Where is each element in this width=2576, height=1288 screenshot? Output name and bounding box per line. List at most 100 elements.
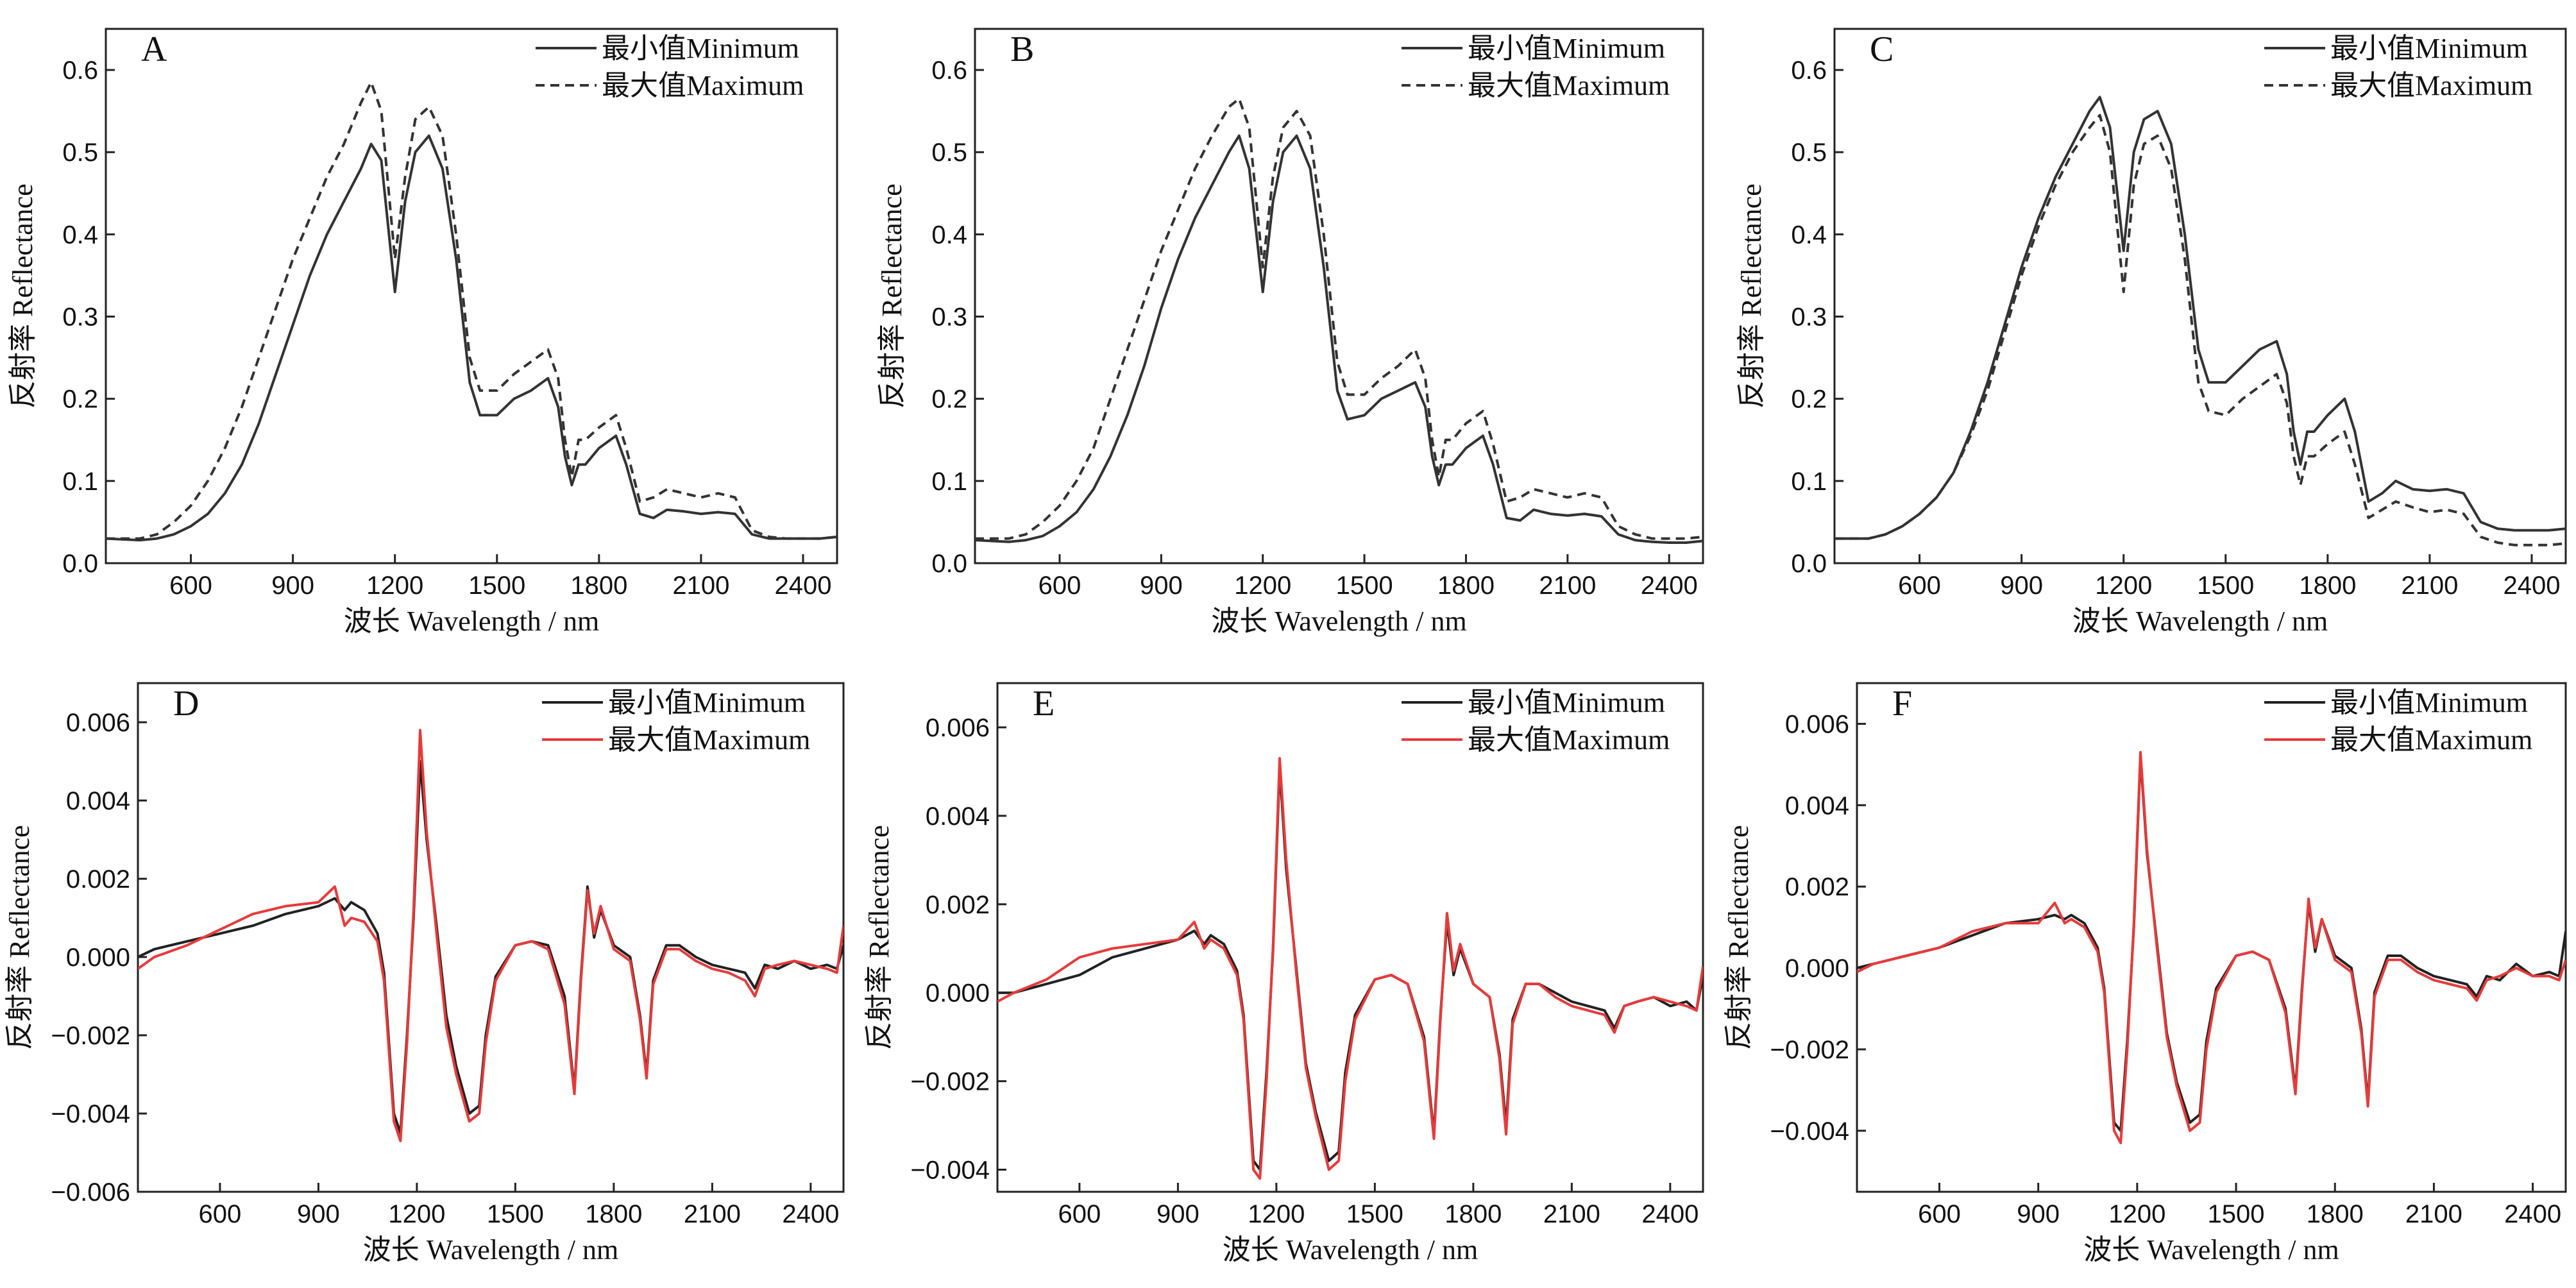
y-tick-label: −0.004: [911, 1157, 990, 1185]
x-tick-label: 2100: [2401, 572, 2458, 600]
plot-frame: [137, 682, 845, 1193]
x-tick-label: 1500: [468, 572, 525, 600]
panel-letter: D: [173, 684, 199, 724]
legend-label: 最小值Minimum: [608, 687, 806, 718]
y-tick-label: 0.2: [931, 386, 967, 414]
x-tick-label: 2100: [684, 1200, 741, 1228]
series-line: [1835, 114, 2566, 547]
x-tick-label: 1200: [1248, 1200, 1305, 1228]
series-line: [106, 81, 837, 540]
x-tick-label: 600: [1918, 1200, 1961, 1228]
y-tick-label: −0.004: [1770, 1117, 1849, 1146]
chart-panel: 600 900 1200 1500 1800 2100 2400 0.0 0.1 0.2 0.3 0.…: [7, 28, 838, 637]
series-line: [997, 766, 1703, 1171]
x-tick-label: 2400: [782, 1200, 839, 1228]
y-tick-label: 0.2: [1791, 386, 1827, 414]
series-line: [975, 97, 1703, 540]
x-tick-label: 1800: [2307, 1200, 2364, 1228]
x-tick-label: 1200: [1234, 572, 1291, 600]
x-axis-title: 波长 Wavelength / nm: [2072, 606, 2328, 637]
x-tick-label: 900: [2000, 572, 2043, 600]
chart-panel: 600 900 1200 1500 1800 2100 2400 −0.004 −0.002 0.…: [863, 682, 1704, 1266]
x-tick-label: 900: [297, 1200, 340, 1228]
y-tick-label: 0.2: [62, 386, 98, 414]
y-tick-label: 0.000: [1785, 954, 1849, 983]
chart-panel: 600 900 1200 1500 1800 2100 2400 0.0 0.1 0.2 0.3 0.…: [876, 28, 1704, 637]
series-line: [138, 729, 843, 1142]
series-line: [138, 760, 843, 1135]
x-tick-label: 600: [1898, 572, 1941, 600]
panel-letter: A: [141, 30, 167, 69]
legend-label: 最小值Minimum: [2330, 687, 2528, 718]
y-tick-label: 0.1: [62, 468, 98, 496]
legend-label: 最大值Maximum: [2330, 724, 2532, 756]
legend-label: 最大值Maximum: [1468, 724, 1670, 756]
series-line: [1857, 750, 2566, 1144]
series-line: [1835, 96, 2566, 540]
x-tick-label: 900: [1140, 572, 1183, 600]
legend-label: 最大值Maximum: [1468, 70, 1670, 101]
x-tick-label: 1500: [487, 1200, 544, 1228]
x-tick-label: 1500: [1346, 1200, 1403, 1228]
panel-letter: B: [1010, 30, 1034, 69]
y-tick-label: 0.006: [926, 714, 990, 742]
x-tick-label: 1800: [2299, 572, 2356, 600]
x-tick-label: 600: [1058, 1200, 1101, 1228]
x-tick-label: 1500: [2197, 572, 2254, 600]
y-tick-label: 0.1: [931, 468, 967, 496]
x-tick-label: 2100: [672, 572, 729, 600]
y-axis-title: 反射率 Reflectance: [1736, 183, 1767, 409]
y-tick-label: 0.5: [931, 139, 967, 167]
panel-letter: E: [1033, 684, 1055, 724]
y-tick-label: 0.6: [1791, 56, 1827, 85]
x-tick-label: 1200: [2095, 572, 2152, 600]
plot-frame: [1833, 28, 2567, 564]
x-tick-label: 1800: [1437, 572, 1495, 600]
x-tick-label: 2100: [2405, 1200, 2462, 1228]
y-axis-title: 反射率 Reflectance: [7, 183, 38, 409]
y-axis-title: 反射率 Reflectance: [4, 825, 35, 1050]
y-tick-label: −0.002: [911, 1068, 990, 1096]
plot-frame: [996, 682, 1704, 1193]
y-tick-label: 0.3: [1791, 303, 1827, 332]
panel-letter: C: [1870, 30, 1894, 69]
series-line: [106, 134, 837, 542]
x-axis-title: 波长 Wavelength / nm: [1223, 1234, 1479, 1266]
legend-label: 最小值Minimum: [2330, 33, 2528, 64]
y-tick-label: 0.0: [62, 550, 98, 578]
plot-frame: [105, 28, 838, 564]
panel-letter: F: [1892, 684, 1912, 724]
y-tick-label: 0.002: [66, 865, 130, 894]
series-line: [997, 757, 1703, 1180]
y-tick-label: 0.006: [66, 709, 130, 737]
y-tick-label: 0.3: [931, 303, 967, 332]
x-tick-label: 900: [271, 572, 314, 600]
y-tick-label: 0.6: [62, 56, 98, 85]
y-tick-label: 0.4: [1791, 221, 1827, 249]
x-tick-label: 2400: [2503, 572, 2560, 600]
legend-label: 最大值Maximum: [602, 70, 804, 101]
y-tick-label: 0.0: [931, 550, 967, 578]
x-tick-label: 2400: [2504, 1200, 2561, 1228]
y-tick-label: 0.000: [926, 979, 990, 1008]
y-tick-label: 0.006: [1785, 710, 1849, 738]
x-tick-label: 2400: [1641, 572, 1698, 600]
y-tick-label: −0.006: [51, 1178, 130, 1207]
y-tick-label: 0.0: [1791, 550, 1827, 578]
x-tick-label: 600: [169, 572, 212, 600]
legend-label: 最小值Minimum: [602, 33, 799, 64]
y-tick-label: 0.4: [62, 221, 98, 249]
y-axis-title: 反射率 Reflectance: [863, 825, 895, 1050]
x-tick-label: 2400: [1641, 1200, 1699, 1228]
x-tick-label: 600: [1038, 572, 1081, 600]
x-axis-title: 波长 Wavelength / nm: [1211, 606, 1467, 637]
x-tick-label: 1500: [1336, 572, 1393, 600]
x-tick-label: 2100: [1539, 572, 1596, 600]
x-tick-label: 1800: [585, 1200, 642, 1228]
y-tick-label: −0.002: [1770, 1036, 1849, 1064]
series-line: [1857, 755, 2566, 1132]
y-tick-label: −0.004: [51, 1100, 130, 1128]
y-tick-label: 0.004: [66, 787, 130, 815]
x-tick-label: 900: [1157, 1200, 1199, 1228]
